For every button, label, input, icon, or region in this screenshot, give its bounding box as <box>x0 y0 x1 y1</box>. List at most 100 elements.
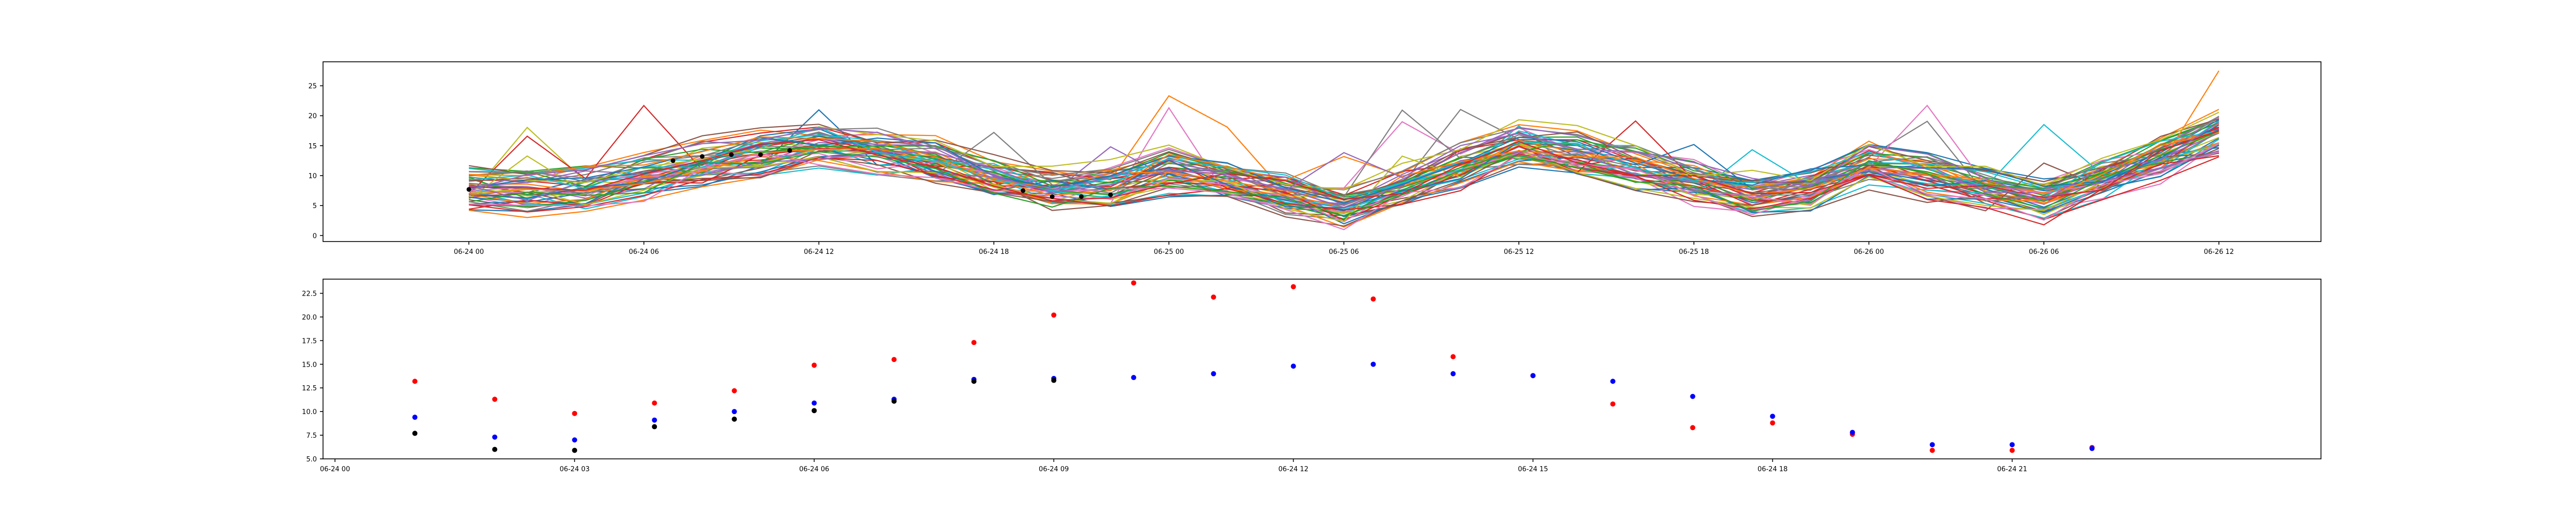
scatter-points-group <box>412 280 2095 453</box>
scatter-point <box>412 431 418 436</box>
ensemble-member-line <box>469 107 2219 213</box>
scatter-point <box>732 409 737 415</box>
scatter-point <box>1131 375 1137 381</box>
ensemble-member-line <box>468 150 2219 208</box>
ensemble-series-group <box>468 70 2219 231</box>
x-tick-label: 06-26 06 <box>2029 248 2059 256</box>
observed-point <box>466 187 471 192</box>
y-tick-label: 15.0 <box>302 361 317 369</box>
x-tick-label: 06-24 21 <box>1997 466 2027 473</box>
x-tick-label: 06-24 06 <box>629 248 659 256</box>
ensemble-member-line <box>468 119 2219 212</box>
x-tick-label: 06-24 06 <box>799 466 829 473</box>
scatter-point <box>492 434 498 440</box>
x-tick-label: 06-24 18 <box>1757 466 1787 473</box>
observed-point <box>1108 192 1113 197</box>
scatter-point <box>412 379 418 384</box>
ensemble-member-line <box>468 153 2219 226</box>
x-tick-label: 06-25 18 <box>1679 248 1709 256</box>
scatter-point <box>1690 393 1696 399</box>
ensemble-member-line <box>469 109 2219 198</box>
y-tick-label: 5.0 <box>306 456 317 464</box>
scatter-point <box>652 400 657 406</box>
y-tick-label: 10.0 <box>302 408 317 416</box>
y-tick-label: 20 <box>308 113 317 121</box>
scatter-point <box>572 448 578 453</box>
x-tick-label: 06-24 15 <box>1518 466 1548 473</box>
y-tick-label: 25 <box>308 83 317 91</box>
observed-point <box>729 152 734 157</box>
observed-point <box>758 152 763 157</box>
y-tick-label: 10 <box>308 173 317 180</box>
ensemble-member-line <box>468 122 2219 201</box>
scatter-point <box>1850 430 1855 435</box>
bottom-plot-frame <box>323 279 2321 459</box>
y-tick-label: 22.5 <box>302 290 317 298</box>
x-tick-label: 06-25 00 <box>1154 248 1184 256</box>
scatter-point <box>891 398 897 404</box>
scatter-point <box>732 388 737 393</box>
x-tick-label: 06-24 12 <box>1278 466 1308 473</box>
scatter-point <box>1690 425 1696 431</box>
scatter-point <box>971 340 977 346</box>
top-plot-frame <box>323 61 2321 242</box>
observed-point <box>1079 194 1084 199</box>
scatter-point <box>811 400 817 406</box>
x-tick-label: 06-25 12 <box>1504 248 1534 256</box>
scatter-point <box>1929 442 1935 448</box>
scatter-point <box>652 424 657 430</box>
ensemble-member-line <box>468 124 2219 204</box>
ensemble-member-line <box>469 130 2219 222</box>
y-tick-label: 7.5 <box>306 432 317 440</box>
scatter-point <box>492 397 498 402</box>
x-tick-label: 06-24 18 <box>979 248 1009 256</box>
scatter-point <box>1051 377 1057 383</box>
scatter-point <box>732 416 737 422</box>
ensemble-member-line <box>468 130 2219 217</box>
observed-point <box>700 154 705 159</box>
scatter-point <box>1291 284 1296 289</box>
scatter-point <box>1131 280 1137 286</box>
ensemble-member-line <box>469 130 2219 201</box>
scatter-point <box>1450 371 1456 376</box>
scatter-point <box>412 415 418 420</box>
x-tick-label: 06-26 00 <box>1854 248 1884 256</box>
ensemble-line-chart: 06-24 00 06-24 06 06-24 12 06-24 18 06-25 00… <box>308 61 2321 256</box>
scatter-point <box>1211 294 1216 300</box>
scatter-point <box>971 379 977 384</box>
scatter-point <box>1370 362 1376 367</box>
scatter-point <box>1770 414 1775 419</box>
x-tick-label: 06-25 06 <box>1329 248 1359 256</box>
observed-point <box>1021 188 1026 193</box>
scatter-point <box>1530 373 1536 379</box>
scatter-point <box>1770 420 1775 426</box>
x-tick-label: 06-24 12 <box>804 248 834 256</box>
scatter-point <box>2009 448 2015 453</box>
x-tick-label: 06-26 12 <box>2204 248 2234 256</box>
scatter-point <box>891 357 897 363</box>
top-y-axis: 0 5 10 15 20 25 <box>308 83 323 240</box>
ensemble-member-line <box>468 112 2219 191</box>
observed-point <box>670 158 675 163</box>
y-tick-label: 17.5 <box>302 337 317 345</box>
scatter-point <box>811 408 817 414</box>
x-tick-label: 06-24 09 <box>1039 466 1069 473</box>
scatter-point <box>811 363 817 368</box>
scatter-point <box>492 447 498 452</box>
observed-point <box>1049 194 1055 199</box>
y-tick-label: 12.5 <box>302 385 317 392</box>
scatter-point <box>652 417 657 423</box>
scatter-point <box>1211 371 1216 376</box>
x-tick-label: 06-24 03 <box>560 466 589 473</box>
scatter-point <box>1370 296 1376 302</box>
y-tick-label: 15 <box>308 143 317 150</box>
y-tick-label: 20.0 <box>302 314 317 321</box>
scatter-point <box>1051 312 1057 318</box>
scatter-point <box>1291 363 1296 369</box>
scatter-point <box>572 410 578 416</box>
top-x-axis: 06-24 00 06-24 06 06-24 12 06-24 18 06-25 00… <box>454 242 2234 256</box>
bottom-y-axis: 5.0 7.5 10.0 12.5 15.0 17.5 20.0 22.5 <box>302 290 323 464</box>
y-tick-label: 0 <box>313 232 317 240</box>
observed-points-group <box>466 148 1113 199</box>
